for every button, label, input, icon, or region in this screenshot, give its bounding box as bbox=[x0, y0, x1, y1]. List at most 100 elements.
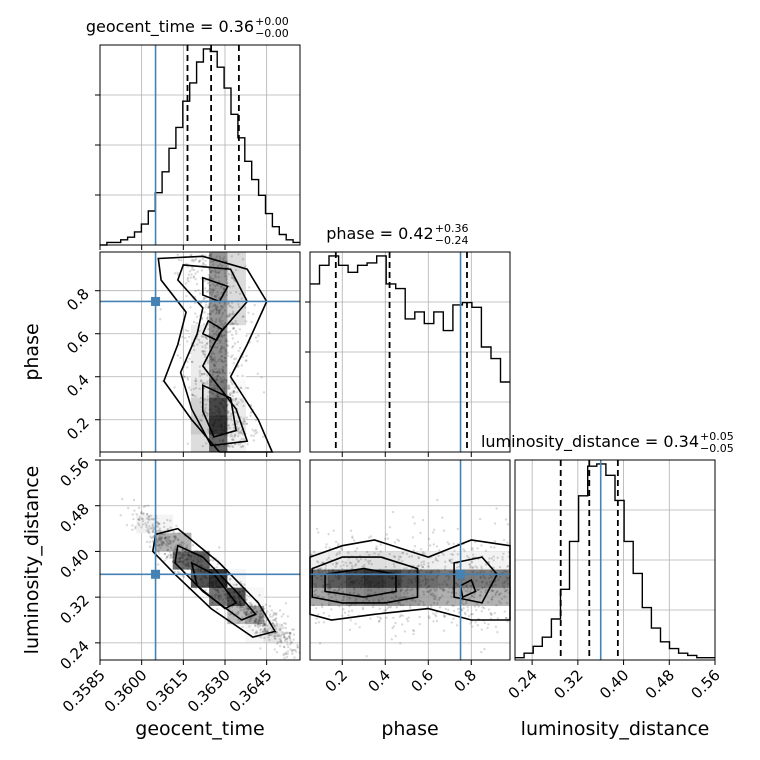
sample-point bbox=[176, 538, 180, 541]
sample-point bbox=[455, 624, 459, 627]
sample-point bbox=[169, 546, 173, 549]
sample-point bbox=[228, 578, 232, 581]
sample-point bbox=[211, 351, 214, 354]
sample-point bbox=[386, 603, 389, 606]
sample-point bbox=[352, 586, 356, 590]
sample-point bbox=[147, 517, 150, 521]
sample-point bbox=[253, 604, 256, 607]
sample-point bbox=[198, 341, 201, 344]
sample-point bbox=[378, 616, 382, 619]
sample-point bbox=[163, 536, 167, 540]
sample-point bbox=[228, 315, 231, 318]
sample-point bbox=[351, 567, 354, 570]
histogram-step bbox=[100, 48, 300, 246]
sample-point bbox=[160, 529, 163, 533]
sample-point bbox=[392, 625, 395, 628]
sample-point bbox=[283, 656, 286, 660]
sample-point bbox=[228, 312, 232, 316]
sample-point bbox=[442, 529, 446, 532]
sample-point bbox=[465, 600, 468, 603]
sample-point bbox=[183, 562, 187, 566]
sample-point bbox=[224, 357, 227, 360]
sample-point bbox=[240, 606, 244, 609]
sample-point bbox=[207, 428, 210, 431]
sample-point bbox=[217, 419, 220, 422]
sample-point bbox=[424, 577, 427, 580]
sample-point bbox=[222, 581, 225, 585]
sample-point bbox=[223, 593, 226, 597]
sample-point bbox=[206, 398, 209, 401]
sample-point bbox=[263, 628, 267, 632]
sample-point bbox=[259, 629, 262, 632]
sample-point bbox=[157, 522, 161, 525]
sample-point bbox=[166, 542, 169, 546]
sample-point bbox=[226, 314, 229, 317]
sample-point bbox=[282, 626, 285, 629]
sample-point bbox=[294, 648, 297, 652]
sample-point bbox=[441, 552, 444, 555]
sample-point bbox=[506, 541, 509, 544]
sample-point bbox=[225, 343, 229, 347]
sample-point bbox=[240, 430, 243, 434]
sample-point bbox=[181, 556, 184, 559]
sample-point bbox=[330, 608, 333, 611]
sample-point bbox=[282, 633, 286, 636]
sample-point bbox=[246, 608, 249, 611]
sample-point bbox=[151, 518, 154, 521]
panel-frame bbox=[309, 459, 511, 661]
sample-point bbox=[220, 355, 223, 358]
sample-point bbox=[155, 530, 159, 533]
sample-point bbox=[181, 540, 184, 544]
sample-point bbox=[215, 309, 218, 312]
sample-point bbox=[465, 585, 468, 588]
sample-point bbox=[407, 571, 411, 574]
sample-point bbox=[230, 355, 233, 359]
sample-point bbox=[216, 306, 219, 309]
sample-point bbox=[452, 542, 455, 545]
sample-point bbox=[211, 583, 214, 586]
sample-point bbox=[377, 553, 380, 556]
sample-point bbox=[501, 555, 504, 559]
sample-point bbox=[353, 588, 356, 591]
sample-point bbox=[461, 599, 464, 602]
sample-point bbox=[471, 548, 474, 551]
sample-point bbox=[241, 625, 244, 628]
sample-point bbox=[365, 655, 368, 658]
sample-point bbox=[166, 541, 170, 544]
sample-point bbox=[209, 380, 213, 383]
sample-point bbox=[504, 617, 508, 620]
sample-point bbox=[232, 389, 235, 393]
sample-point bbox=[226, 385, 229, 388]
sample-point bbox=[263, 636, 266, 640]
sample-point bbox=[362, 576, 365, 579]
sample-point bbox=[134, 525, 137, 528]
sample-point bbox=[396, 578, 400, 582]
sample-point bbox=[348, 605, 351, 608]
sample-point bbox=[138, 516, 142, 519]
sample-point bbox=[231, 354, 234, 357]
sample-point bbox=[220, 424, 223, 427]
sample-point bbox=[349, 529, 353, 532]
density-cell bbox=[190, 397, 210, 417]
sample-point bbox=[215, 393, 218, 396]
sample-point bbox=[475, 609, 478, 612]
sample-point bbox=[438, 597, 441, 600]
sample-point bbox=[312, 604, 315, 607]
sample-point bbox=[465, 584, 468, 587]
sample-point bbox=[221, 372, 224, 375]
sample-point bbox=[141, 517, 144, 521]
sample-point bbox=[503, 610, 506, 613]
sample-point bbox=[277, 633, 280, 636]
sample-point bbox=[217, 372, 220, 375]
sample-point bbox=[403, 630, 407, 633]
sample-point bbox=[228, 386, 231, 390]
sample-point bbox=[234, 330, 238, 333]
sample-point bbox=[248, 595, 251, 598]
sample-point bbox=[348, 561, 352, 564]
sample-point bbox=[434, 557, 438, 560]
sample-point bbox=[191, 393, 194, 397]
sample-point bbox=[214, 361, 218, 364]
sample-point bbox=[450, 558, 454, 561]
sample-point bbox=[229, 596, 232, 600]
sample-point bbox=[169, 540, 172, 543]
